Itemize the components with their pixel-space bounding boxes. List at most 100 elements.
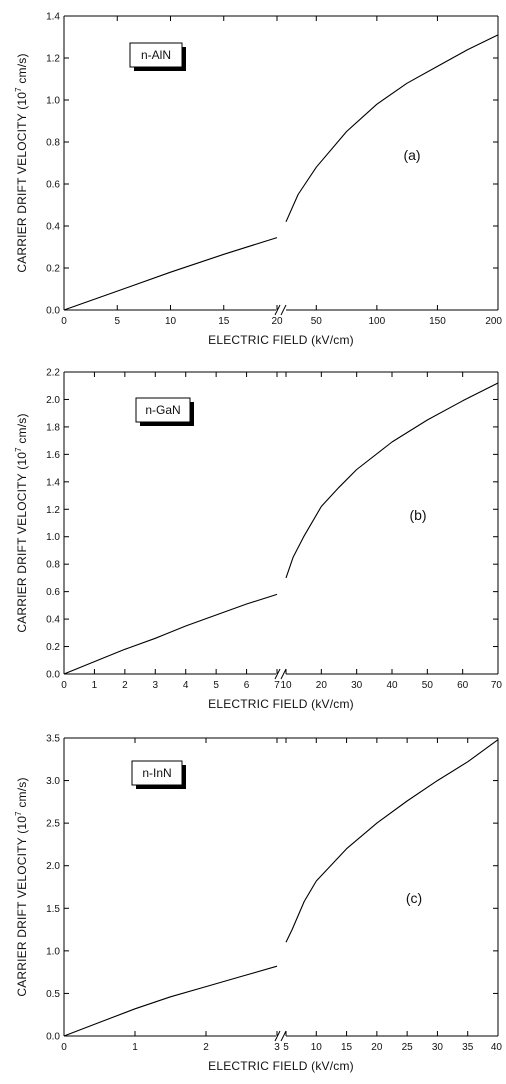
x-tick-label: 40 — [491, 1042, 503, 1053]
y-axis-label-exponent: 7 — [14, 447, 23, 452]
panel-label: (b) — [409, 507, 426, 523]
series-line-high-field — [285, 382, 499, 579]
x-tick-label: 20 — [316, 680, 328, 691]
y-tick-label: 0.0 — [46, 1032, 60, 1043]
x-axis-label: ELECTRIC FIELD (kV/cm) — [208, 333, 354, 347]
y-tick-label: 1.5 — [46, 904, 60, 915]
series-line-high-field — [285, 34, 499, 223]
y-axis-label-prefix: CARRIER DRIFT VELOCITY (10 — [15, 452, 29, 633]
y-tick-label: 0.8 — [46, 138, 60, 149]
x-tick-label: 35 — [462, 1042, 474, 1053]
x-tick-label: 40 — [386, 680, 398, 691]
x-tick-label: 7 — [274, 680, 280, 691]
x-tick-label: 50 — [311, 316, 323, 327]
x-tick-label: 3 — [274, 1042, 280, 1053]
y-tick-label: 0.6 — [46, 587, 60, 598]
y-tick-label: 1.0 — [46, 946, 60, 957]
y-tick-label: 1.2 — [46, 505, 60, 516]
x-tick-label: 20 — [371, 1042, 383, 1053]
y-axis-label-suffix: cm/s) — [15, 53, 29, 87]
y-tick-label: 1.8 — [46, 422, 60, 433]
y-axis-label-exponent: 7 — [14, 87, 23, 92]
x-tick-label: 4 — [183, 680, 189, 691]
x-tick-label: 10 — [280, 680, 292, 691]
x-tick-label: 3 — [153, 680, 159, 691]
y-tick-label: 3.5 — [46, 734, 60, 745]
x-tick-label: 5 — [114, 316, 120, 327]
y-axis-label: CARRIER DRIFT VELOCITY (107 cm/s) — [14, 53, 29, 272]
x-tick-label: 5 — [213, 680, 219, 691]
y-axis-label-exponent: 7 — [14, 811, 23, 816]
x-tick-label: 30 — [351, 680, 363, 691]
x-tick-label: 30 — [432, 1042, 444, 1053]
panel-label: (a) — [403, 147, 420, 163]
y-tick-label: 0.0 — [46, 306, 60, 317]
x-tick-label: 15 — [218, 316, 230, 327]
x-tick-label: 100 — [369, 316, 386, 327]
y-axis-label-prefix: CARRIER DRIFT VELOCITY (10 — [15, 816, 29, 997]
y-axis-label: CARRIER DRIFT VELOCITY (107 cm/s) — [14, 777, 29, 996]
x-tick-label: 6 — [244, 680, 250, 691]
x-tick-label: 10 — [311, 1042, 323, 1053]
material-label: n-AlN — [141, 48, 171, 62]
y-tick-label: 1.2 — [46, 54, 60, 65]
y-tick-label: 0.5 — [46, 989, 60, 1000]
panel-label: (c) — [406, 890, 422, 906]
y-tick-label: 2.5 — [46, 819, 60, 830]
x-axis-label: ELECTRIC FIELD (kV/cm) — [208, 697, 354, 711]
y-tick-label: 0.2 — [46, 264, 60, 275]
y-axis-label: CARRIER DRIFT VELOCITY (107 cm/s) — [14, 413, 29, 632]
x-tick-label: 2 — [122, 680, 128, 691]
y-tick-label: 0.4 — [46, 222, 60, 233]
x-tick-label: 0 — [61, 680, 67, 691]
series-line-low-field — [63, 237, 278, 311]
x-tick-label: 70 — [491, 680, 503, 691]
x-tick-label: 15 — [341, 1042, 353, 1053]
y-axis-label-suffix: cm/s) — [15, 413, 29, 447]
chart-panel-1: 0.0 0.2 0.4 0.6 0.8 1.0 1.2 1.4 0 5 10 15 20 50 100 150… — [14, 12, 502, 348]
x-tick-label: 60 — [457, 680, 469, 691]
material-label: n-GaN — [145, 403, 180, 417]
y-tick-label: 1.6 — [46, 450, 60, 461]
series-line-low-field — [63, 965, 278, 1037]
x-tick-label: 20 — [271, 316, 283, 327]
x-tick-label: 1 — [92, 680, 98, 691]
material-label: n-InN — [142, 766, 171, 780]
x-tick-label: 10 — [165, 316, 177, 327]
axis-break-mark — [280, 1030, 287, 1042]
y-tick-label: 1.4 — [46, 477, 60, 488]
x-tick-label: 50 — [422, 680, 434, 691]
axis-break-mark — [280, 668, 287, 680]
material-label-box — [129, 42, 183, 68]
y-tick-label: 0.4 — [46, 615, 60, 626]
axis-break-mark — [280, 304, 287, 316]
x-tick-label: 1 — [132, 1042, 138, 1053]
y-tick-label: 1.0 — [46, 532, 60, 543]
y-tick-label: 3.0 — [46, 776, 60, 787]
y-tick-label: 1.0 — [46, 96, 60, 107]
material-label-box — [135, 397, 191, 423]
y-tick-label: 2.0 — [46, 395, 60, 406]
x-tick-label: 2 — [203, 1042, 209, 1053]
x-tick-label: 0 — [61, 1042, 67, 1053]
y-tick-label: 0.2 — [46, 642, 60, 653]
x-tick-label: 200 — [485, 316, 502, 327]
y-tick-label: 0.8 — [46, 560, 60, 571]
series-line-high-field — [285, 739, 499, 943]
series-line-low-field — [63, 593, 278, 675]
y-axis-label-prefix: CARRIER DRIFT VELOCITY (10 — [15, 92, 29, 273]
y-tick-label: 2.2 — [46, 368, 60, 379]
y-tick-label: 0.0 — [46, 670, 60, 681]
chart-panel-3: 0.0 0.5 1.0 1.5 2.0 2.5 3.0 3.5 0 1 2 3 5 10 15 20 25 30 3… — [14, 734, 502, 1074]
x-tick-label: 25 — [402, 1042, 414, 1053]
y-tick-label: 0.6 — [46, 180, 60, 191]
x-axis-label: ELECTRIC FIELD (kV/cm) — [208, 1059, 354, 1073]
x-tick-label: 5 — [283, 1042, 289, 1053]
y-tick-label: 2.0 — [46, 861, 60, 872]
chart-panel-2: 0.0 0.2 0.4 0.6 0.8 1.0 1.2 1.4 1.6 1.8 2.0 2.2 0 1 2 3… — [14, 368, 502, 712]
x-tick-label: 0 — [61, 316, 67, 327]
y-axis-label-suffix: cm/s) — [15, 777, 29, 811]
x-tick-label: 150 — [429, 316, 446, 327]
